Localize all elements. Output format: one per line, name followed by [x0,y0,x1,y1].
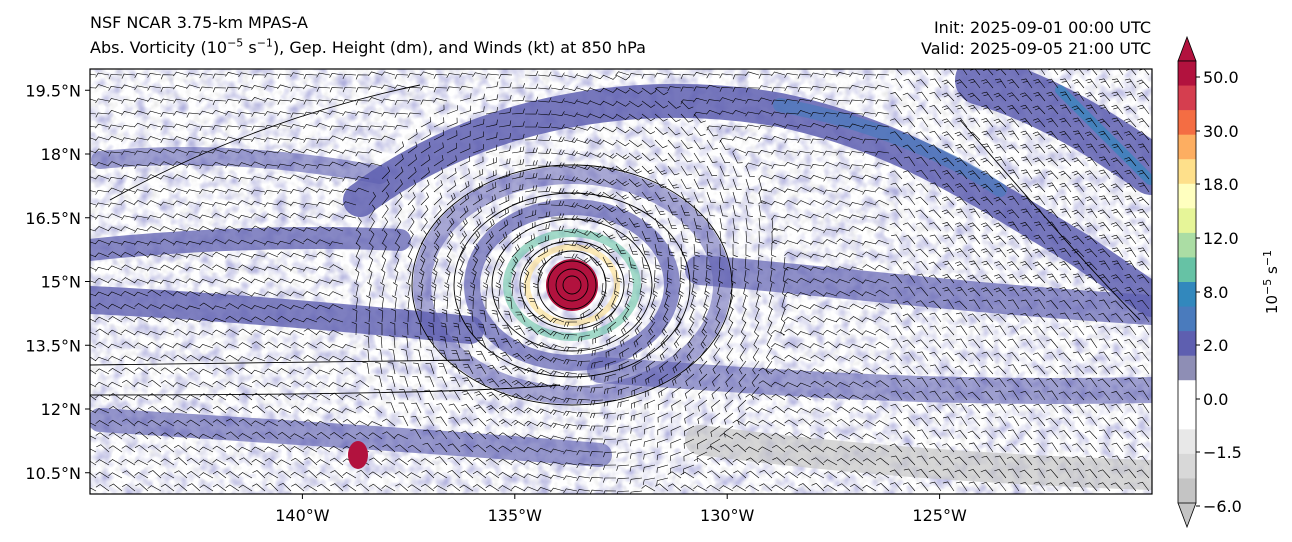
colorbar-segment [1178,404,1196,430]
colorbar-segment [1178,478,1196,504]
colorbar-tick-label: 0.0 [1203,390,1228,409]
colorbar-segment [1178,453,1196,479]
height-contours [90,84,1141,406]
colorbar-tick-label: 50.0 [1203,68,1239,87]
colorbar-tick-label: −6.0 [1203,497,1242,516]
latitude-axis: 19.5°N 18°N 16.5°N 15°N 13.5°N 12°N 10.5°N [25,81,90,483]
colorbar-segment [1178,85,1196,111]
wind-barbs [90,69,1150,494]
colorbar-tick-label: −1.5 [1203,443,1242,462]
colorbar-tick-label: 18.0 [1203,175,1239,194]
secondary-vortex [348,441,368,469]
wind-barb-field [90,69,1150,494]
lat-tick-label: 10.5°N [25,464,81,483]
title-fields-exp2: −1 [256,36,273,50]
init-time: Init: 2025-09-01 00:00 UTC [933,18,1151,37]
map-plot-area [90,69,1152,494]
colorbar-segment [1178,183,1196,209]
colorbar-segment [1178,306,1196,332]
colorbar-segment [1178,61,1196,87]
colorbar-tick-label: 30.0 [1203,122,1239,141]
title-fields: Abs. Vorticity (10−5 s−1), Gep. Height (… [90,36,646,57]
colorbar-segment [1178,134,1196,160]
lat-tick-label: 18°N [41,145,81,164]
title-fields-exp1: −5 [227,36,244,50]
lat-tick-label: 19.5°N [25,81,81,100]
lat-tick-label: 15°N [41,273,81,292]
longitude-axis: 140°W 135°W 130°W 125°W [275,494,967,525]
colorbar-segment [1178,282,1196,308]
lon-tick-label: 135°W [488,506,543,525]
colorbar-units-text: 10 [1263,295,1281,314]
colorbar-frame [1177,60,1197,504]
colorbar-segment [1178,232,1196,258]
colorbar-segment [1178,429,1196,455]
valid-time: Valid: 2025-09-05 21:00 UTC [920,39,1151,58]
colorbar-segment [1178,331,1196,357]
colorbar: 50.0 30.0 18.0 12.0 8.0 2.0 0.0 −1.5 −6.0 10−5 s−… [1177,35,1281,529]
title-fields-suffix: ), Gep. Height (dm), and Winds (kt) at 8… [272,38,646,57]
colorbar-segment [1178,257,1196,283]
lat-tick-label: 13.5°N [25,336,81,355]
vorticity-bands [90,69,1152,490]
colorbar-units-exponent: −1 [1261,250,1274,266]
colorbar-segment [1178,208,1196,234]
cyclone-vorticity [413,166,731,404]
lat-tick-label: 16.5°N [25,209,81,228]
colorbar-extend-top [1177,35,1197,62]
colorbar-segment [1178,159,1196,185]
colorbar-segment [1178,355,1196,381]
colorbar-units-label: 10−5 s−1 [1261,250,1281,314]
lat-tick-label: 12°N [41,400,81,419]
lon-tick-label: 125°W [912,506,967,525]
colorbar-segment [1178,380,1196,406]
colorbar-extend-bottom [1177,502,1197,529]
title-fields-mid: s [243,38,257,57]
colorbar-units-text: s [1263,266,1281,279]
colorbar-tick-label: 2.0 [1203,336,1228,355]
lon-tick-label: 130°W [700,506,755,525]
lon-tick-label: 140°W [275,506,330,525]
colorbar-segment [1178,110,1196,136]
cyclone-core [546,259,598,311]
title-fields-prefix: Abs. Vorticity (10 [90,38,228,57]
colorbar-tick-label: 12.0 [1203,229,1239,248]
title-model: NSF NCAR 3.75-km MPAS-A [90,13,308,32]
colorbar-tick-label: 8.0 [1203,283,1228,302]
colorbar-units-exponent: −5 [1261,279,1274,295]
